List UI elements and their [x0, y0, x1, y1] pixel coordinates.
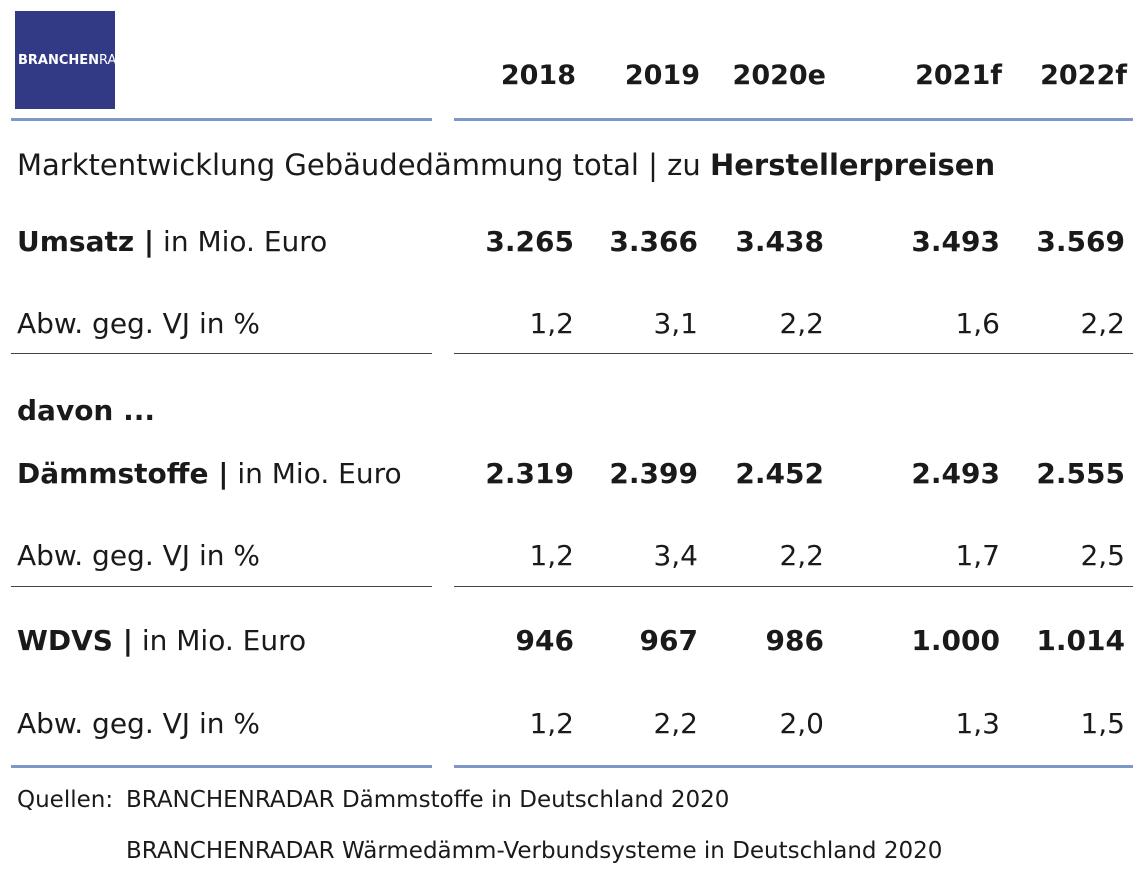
row-divider-right-2: [454, 586, 1133, 587]
cell-abw-umsatz-2022f: 2,2: [1080, 307, 1125, 340]
column-header-2020e: 2020e: [732, 60, 826, 91]
cell-abw-wdvs-2021f: 1,3: [955, 707, 1000, 740]
cell-daemmstoffe-2022f: 2.555: [1036, 457, 1125, 490]
row-label-abw-daemmstoffe: Abw. geg. VJ in %: [17, 539, 260, 572]
cell-abw-daemmstoffe-2020e: 2,2: [779, 539, 824, 572]
row-label-umsatz: Umsatz | in Mio. Euro: [17, 225, 328, 258]
header-divider-left: [11, 118, 432, 121]
cell-abw-daemmstoffe-2018: 1,2: [529, 539, 574, 572]
cell-umsatz-2019: 3.366: [609, 225, 698, 258]
logo-text: BRANCHENRADAR: [18, 53, 145, 68]
source-line-1: BRANCHENRADAR Dämmstoffe in Deutschland …: [126, 787, 730, 813]
cell-abw-wdvs-2018: 1,2: [529, 707, 574, 740]
header-divider-right: [454, 118, 1133, 121]
row-label-wdvs: WDVS | in Mio. Euro: [17, 624, 307, 657]
branchenradar-logo: BRANCHENRADAR: [15, 11, 144, 109]
cell-wdvs-2021f: 1.000: [911, 624, 1000, 657]
cell-abw-umsatz-2018: 1,2: [529, 307, 574, 340]
table-title: Marktentwicklung Gebäudedämmung total | …: [17, 148, 996, 182]
cell-daemmstoffe-2018: 2.319: [485, 457, 574, 490]
cell-abw-wdvs-2022f: 1,5: [1080, 707, 1125, 740]
cell-abw-umsatz-2020e: 2,2: [779, 307, 824, 340]
row-label-abw-umsatz: Abw. geg. VJ in %: [17, 307, 260, 340]
column-header-2021f: 2021f: [915, 60, 1002, 91]
column-header-2018: 2018: [500, 60, 576, 91]
cell-umsatz-2018: 3.265: [485, 225, 574, 258]
column-header-2019: 2019: [624, 60, 700, 91]
cell-umsatz-2021f: 3.493: [911, 225, 1000, 258]
row-divider-left-1: [11, 353, 432, 354]
source-line-2: BRANCHENRADAR Wärmedämm-Verbundsysteme i…: [126, 838, 943, 864]
row-divider-left-2: [11, 586, 432, 587]
cell-umsatz-2020e: 3.438: [735, 225, 824, 258]
cell-wdvs-2022f: 1.014: [1036, 624, 1125, 657]
cell-wdvs-2018: 946: [515, 624, 574, 657]
column-header-2022f: 2022f: [1040, 60, 1127, 91]
cell-abw-umsatz-2019: 3,1: [653, 307, 698, 340]
cell-daemmstoffe-2020e: 2.452: [735, 457, 824, 490]
footer-divider-right: [454, 765, 1133, 768]
cell-abw-wdvs-2020e: 2,0: [779, 707, 824, 740]
sources-label: Quellen:: [17, 787, 114, 813]
cell-abw-daemmstoffe-2019: 3,4: [653, 539, 698, 572]
footer-divider-left: [11, 765, 432, 768]
row-label-daemmstoffe: Dämmstoffe | in Mio. Euro: [17, 457, 402, 490]
cell-wdvs-2020e: 986: [765, 624, 824, 657]
cell-daemmstoffe-2019: 2.399: [609, 457, 698, 490]
cell-abw-daemmstoffe-2022f: 2,5: [1080, 539, 1125, 572]
row-label-abw-wdvs: Abw. geg. VJ in %: [17, 707, 260, 740]
cell-umsatz-2022f: 3.569: [1036, 225, 1125, 258]
cell-abw-daemmstoffe-2021f: 1,7: [955, 539, 1000, 572]
row-label-davon: davon ...: [17, 394, 156, 427]
row-divider-right-1: [454, 353, 1133, 354]
cell-abw-umsatz-2021f: 1,6: [955, 307, 1000, 340]
cell-daemmstoffe-2021f: 2.493: [911, 457, 1000, 490]
cell-wdvs-2019: 967: [639, 624, 698, 657]
cell-abw-wdvs-2019: 2,2: [653, 707, 698, 740]
